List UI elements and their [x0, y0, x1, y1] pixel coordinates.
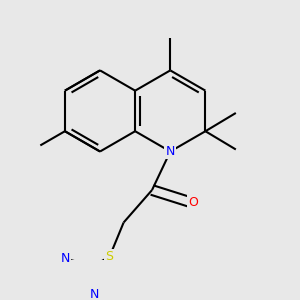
Text: O: O: [188, 196, 198, 209]
Text: N: N: [61, 252, 70, 265]
Text: N: N: [166, 145, 175, 158]
Text: N: N: [90, 288, 100, 300]
Text: S: S: [105, 250, 113, 263]
